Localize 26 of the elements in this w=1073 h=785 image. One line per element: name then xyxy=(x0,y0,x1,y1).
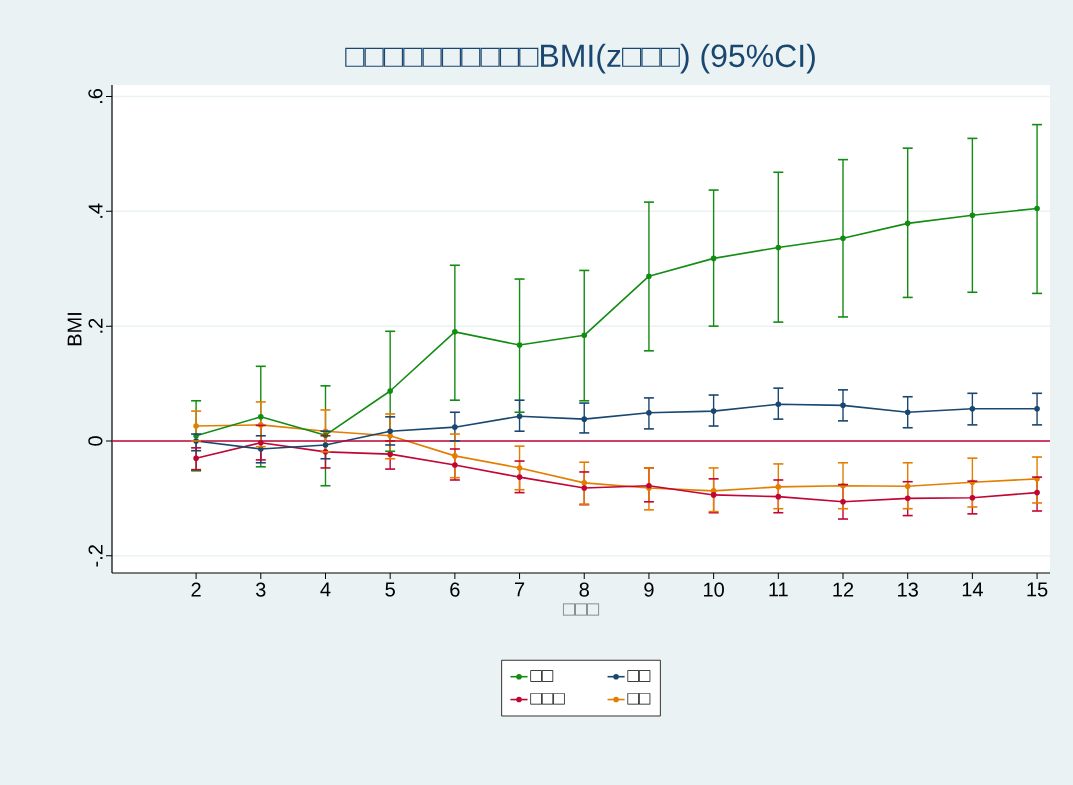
chart-title: □□□□□□□□□□BMI(z□□□) (95%CI) xyxy=(345,43,815,74)
x-tick-label: 5 xyxy=(385,582,395,597)
legend-label: □□ xyxy=(530,670,554,682)
x-tick-label: 13 xyxy=(898,582,918,597)
y-tick-label: 0 xyxy=(88,436,103,446)
x-tick-label: 3 xyxy=(256,582,266,597)
x-tick-label: 10 xyxy=(704,582,724,597)
x-tick-label: 11 xyxy=(769,582,788,597)
y-axis-title: BMI xyxy=(67,313,82,346)
x-tick-label: 9 xyxy=(644,582,654,597)
legend-label: □□ xyxy=(627,693,651,705)
x-tick-label: 2 xyxy=(191,582,201,597)
legend-label: □□□ xyxy=(530,693,565,705)
x-tick-label: 7 xyxy=(515,582,525,597)
x-tick-label: 12 xyxy=(833,582,854,597)
x-tick-label: 14 xyxy=(962,582,983,597)
y-tick-label: .4 xyxy=(88,203,103,218)
legend-label: □□ xyxy=(627,670,651,682)
x-axis-title: □□□ xyxy=(562,603,600,616)
y-tick-label: .2 xyxy=(88,318,103,333)
y-tick-label: .6 xyxy=(88,89,103,103)
x-tick-label: 15 xyxy=(1027,582,1048,597)
x-tick-label: 8 xyxy=(579,582,589,597)
x-tick-label: 6 xyxy=(450,582,460,597)
x-tick-label: 4 xyxy=(320,582,331,597)
y-tick-label: -.2 xyxy=(88,545,103,567)
